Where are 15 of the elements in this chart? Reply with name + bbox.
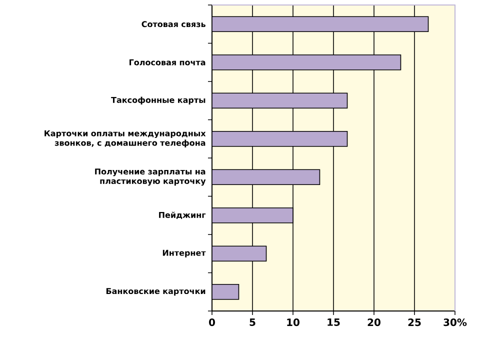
y-tick-label: Карточки оплаты международных звонков, с домашнего телефона: [44, 130, 206, 148]
x-tick-label: 0: [209, 318, 215, 326]
y-tick-label: Сотовая связь: [142, 21, 206, 28]
y-tick-label: Банковские карточки: [106, 288, 206, 296]
x-tick-label: 20: [368, 318, 380, 326]
x-tick-label: 25: [408, 318, 421, 326]
y-tick-label: Голосовая почта: [130, 59, 206, 66]
y-tick-label: Интернет: [162, 250, 206, 258]
y-tick-label: Таксофонные карты: [111, 96, 206, 104]
y-tick-label: Получение зарплаты на пластиковую карточку: [95, 168, 206, 186]
x-tick-label: 15: [328, 318, 340, 326]
x-tick-label: 30%: [444, 318, 467, 326]
y-tick-label: Пейджинг: [159, 212, 206, 219]
x-tick-label: 10: [287, 318, 300, 326]
x-tick-label: 5: [250, 318, 256, 326]
